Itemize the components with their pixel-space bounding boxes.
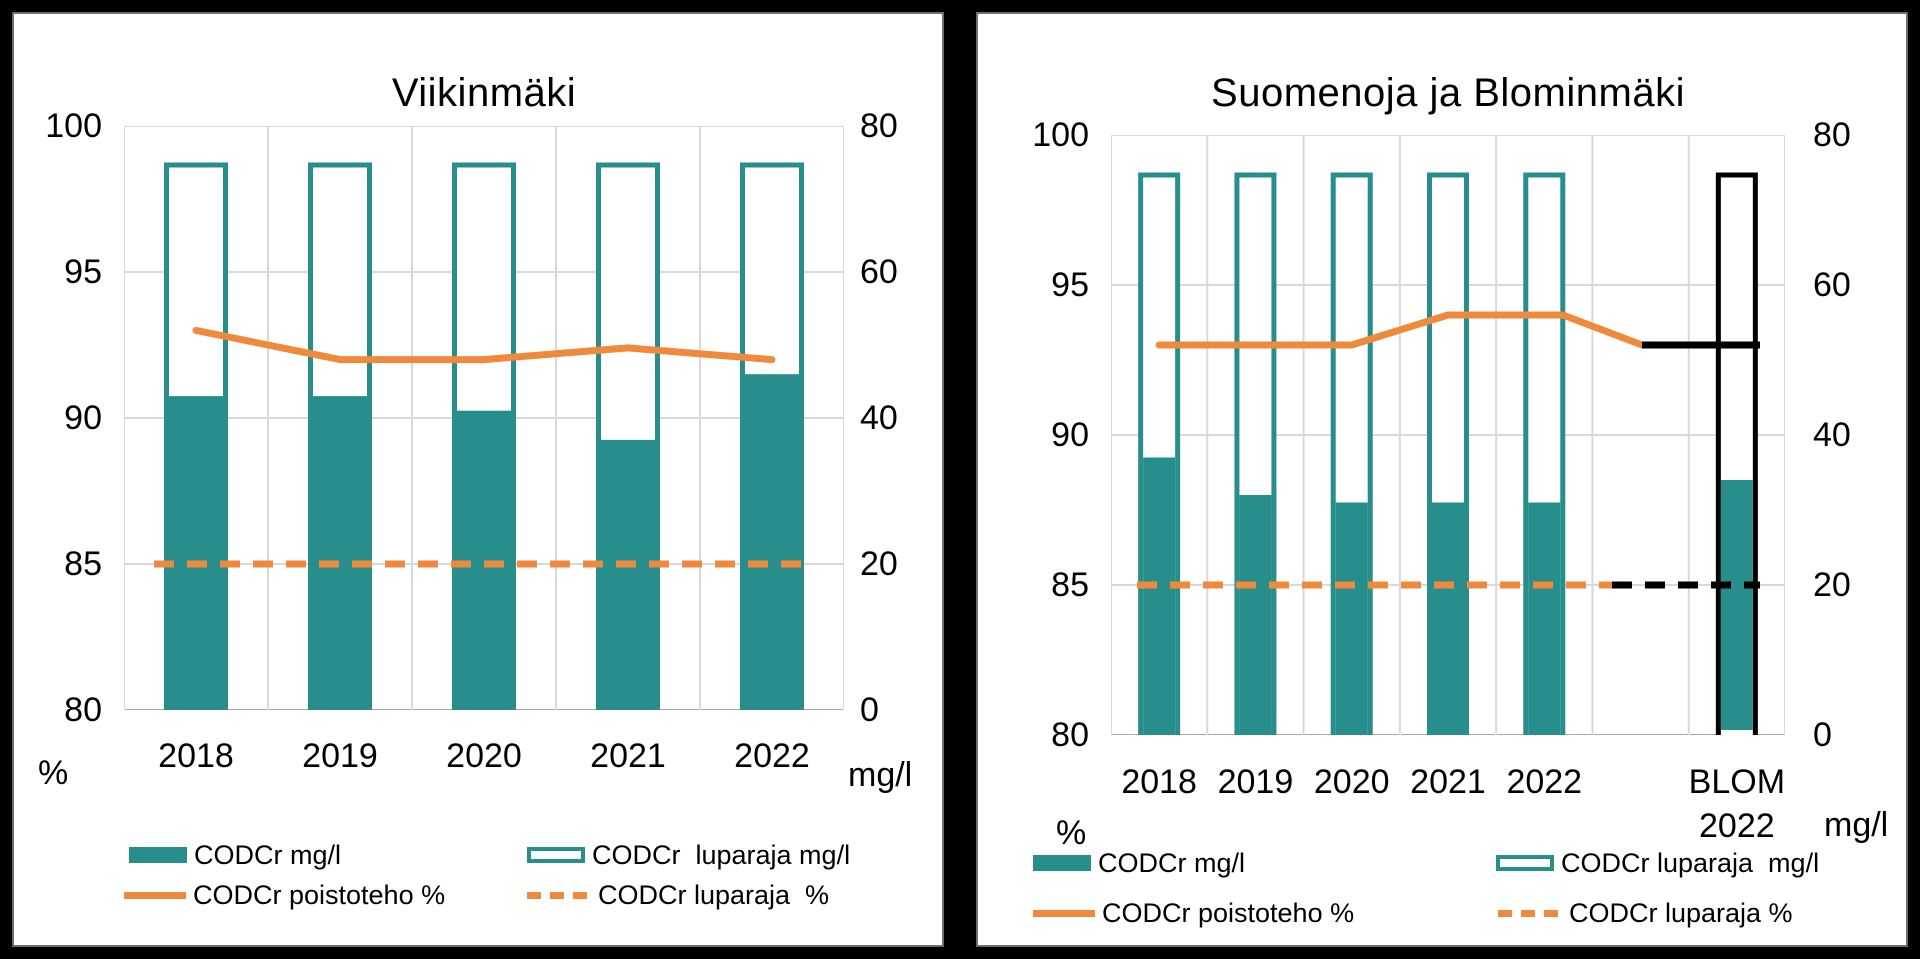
year-label-2020: 2020 [1313, 763, 1390, 801]
left-axis-tick-90: 90 [64, 399, 102, 437]
left-axis-tick-100: 100 [1032, 116, 1089, 154]
year-label-2019: 2019 [1217, 763, 1294, 801]
legend-swatch-fill-icon [1033, 855, 1091, 871]
left-axis-tick-100: 100 [45, 107, 102, 145]
year-label-2019: 2019 [302, 737, 378, 775]
left-axis-tick-80: 80 [64, 691, 102, 729]
left-axis-unit: % [1056, 814, 1087, 852]
right-axis-tick-0: 0 [1813, 716, 1832, 754]
right-axis-tick-80: 80 [860, 107, 898, 145]
bar-codcr-2018 [169, 396, 223, 710]
year-label-2020: 2020 [446, 737, 522, 775]
right-axis-unit: mg/l [848, 756, 913, 794]
bar-codcr-2019 [313, 396, 367, 710]
left-axis-tick-85: 85 [1051, 566, 1089, 604]
bar-codcr-2022 [1528, 502, 1561, 735]
bar-codcr-2022 [745, 374, 799, 710]
legend-item-fill: CODCr mg/l [1033, 848, 1245, 878]
left-axis-tick-95: 95 [64, 253, 102, 291]
chart-title-suomenoja-blominmaki: Suomenoja ja Blominmäki [1211, 71, 1685, 116]
right-axis-tick-60: 60 [860, 253, 898, 291]
legend-item-outline: CODCr luparaja mg/l [1496, 848, 1819, 878]
legend-swatch-dash-icon [527, 892, 591, 899]
right-axis-tick-20: 20 [860, 545, 898, 583]
legend-item-dash: CODCr luparaja % [1498, 898, 1793, 928]
bar-codcr-blom [1720, 480, 1753, 730]
right-axis-tick-20: 20 [1813, 566, 1851, 604]
legend-swatch-outline-icon [527, 847, 585, 863]
right-axis-tick-40: 40 [860, 399, 898, 437]
chart-title-viikinmaki: Viikinmäki [391, 71, 577, 116]
year-label-2018: 2018 [158, 737, 234, 775]
legend-label: CODCr luparaja mg/l [1561, 848, 1820, 878]
chart-panel-suomenoja-blominmaki: Suomenoja ja Blominmäki 100 95 90 85 80 80 60 4… [976, 12, 1908, 947]
bar-codcr-2019 [1239, 495, 1272, 735]
year-label-2018: 2018 [1121, 763, 1197, 801]
legend-item-dash: CODCr luparaja % [527, 880, 829, 910]
chart-plot-svg [124, 126, 844, 710]
legend-label: CODCr luparaja mg/l [592, 840, 851, 870]
plot-area-viikinmaki [124, 126, 844, 710]
line-poistoteho [1155, 311, 1646, 349]
blom-label-line1: BLOM [1688, 763, 1786, 801]
plot-area-suomenoja-blominmaki [1111, 135, 1785, 735]
right-axis-tick-0: 0 [860, 691, 879, 729]
line-poistoteho [192, 326, 776, 364]
blom-label-line2: 2022 [1699, 807, 1775, 845]
legend-label: CODCr mg/l [194, 840, 341, 870]
bar-codcr-2018 [1143, 457, 1176, 735]
left-axis-tick-80: 80 [1051, 716, 1089, 754]
year-label-2021: 2021 [1410, 763, 1486, 801]
right-axis-tick-40: 40 [1813, 416, 1851, 454]
year-label-2022: 2022 [1506, 763, 1583, 801]
bar-codcr-2020 [457, 410, 511, 710]
right-axis-unit: mg/l [1824, 806, 1889, 844]
bar-codcr-2021 [1432, 502, 1464, 735]
bar-codcr-2020 [1335, 502, 1368, 735]
legend-swatch-dash-icon [1498, 910, 1562, 917]
legend-item-fill: CODCr mg/l [129, 840, 341, 870]
year-label-2021: 2021 [590, 737, 666, 775]
legend-label: CODCr luparaja % [1569, 898, 1793, 928]
left-axis-tick-90: 90 [1051, 416, 1089, 454]
chart-plot-svg [1111, 135, 1785, 735]
right-axis-tick-60: 60 [1813, 266, 1851, 304]
chart-panel-viikinmaki: Viikinmäki 100 95 90 85 80 80 60 40 20 0 2018 2019 2… [12, 12, 944, 947]
right-axis-tick-80: 80 [1813, 116, 1851, 154]
left-axis-tick-85: 85 [64, 545, 102, 583]
legend-swatch-fill-icon [129, 847, 187, 863]
legend-item-line: CODCr poistoteho % [1033, 898, 1354, 928]
legend-label: CODCr mg/l [1098, 848, 1245, 878]
legend-item-line: CODCr poistoteho % [124, 880, 445, 910]
legend-label: CODCr poistoteho % [1102, 898, 1355, 928]
left-axis-unit: % [38, 754, 69, 792]
legend-swatch-outline-icon [1496, 855, 1554, 871]
bar-codcr-2021 [601, 439, 655, 710]
legend-swatch-line-icon [1033, 910, 1095, 917]
legend-item-outline: CODCr luparaja mg/l [527, 840, 850, 870]
left-axis-tick-95: 95 [1051, 266, 1089, 304]
year-label-2022: 2022 [734, 737, 810, 775]
legend-label: CODCr poistoteho % [193, 880, 446, 910]
legend-swatch-line-icon [124, 892, 186, 899]
legend-label: CODCr luparaja % [598, 880, 830, 910]
